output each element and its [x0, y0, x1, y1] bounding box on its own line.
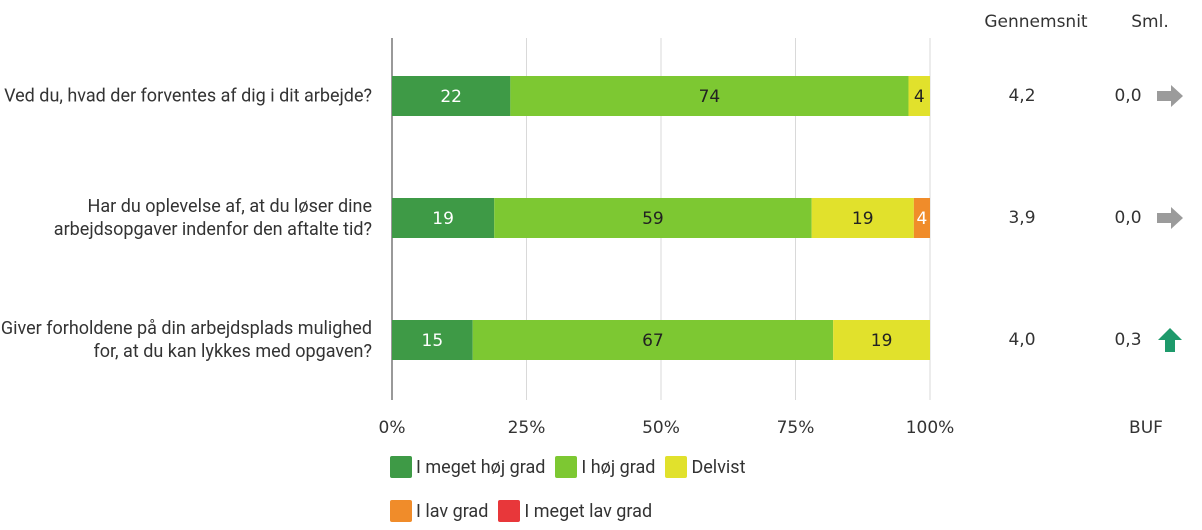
- category-label: Ved du, hvad der forventes af dig i dit …: [4, 85, 372, 107]
- legend-item: I lav grad: [390, 496, 488, 526]
- legend-label: I meget høj grad: [416, 456, 546, 478]
- bar-segment: [392, 320, 473, 360]
- comparison-value: 0,0: [1114, 86, 1141, 106]
- legend-swatch: [390, 456, 412, 478]
- trend-arrow: [1157, 207, 1183, 229]
- data-label: 59: [642, 209, 664, 229]
- data-label: 74: [699, 87, 721, 107]
- column-footer: BUF: [1129, 418, 1163, 438]
- data-label: 4: [914, 87, 925, 107]
- legend-label: I meget lav grad: [524, 500, 653, 522]
- legend-label: I høj grad: [581, 456, 656, 478]
- data-label: 19: [432, 209, 454, 229]
- legend: I meget høj grad I høj grad Delvist I lav g…: [390, 452, 880, 526]
- category-label: Giver forholdene på din arbejdsplads mul…: [0, 318, 372, 362]
- bar-segment: [913, 198, 930, 238]
- trend-arrow: [1157, 85, 1183, 107]
- bar-segment: [811, 198, 914, 238]
- bar-segment: [392, 76, 511, 116]
- bar-segment: [392, 198, 495, 238]
- data-label: 15: [422, 331, 444, 351]
- comparison-value: 0,0: [1114, 208, 1141, 228]
- column-header: Sml.: [1131, 12, 1168, 32]
- average-value: 4,0: [1008, 330, 1035, 350]
- x-tick-label: 25%: [508, 418, 546, 438]
- legend-item: Delvist: [665, 452, 745, 482]
- legend-label: Delvist: [691, 456, 746, 478]
- x-tick-label: 75%: [777, 418, 815, 438]
- data-label: 19: [852, 209, 874, 229]
- data-label: 19: [871, 331, 893, 351]
- trend-arrow: [1158, 328, 1182, 352]
- data-label: 22: [440, 87, 462, 107]
- x-tick-label: 0%: [379, 418, 406, 438]
- legend-item: I meget lav grad: [498, 496, 652, 526]
- legend-label: I lav grad: [416, 500, 489, 522]
- legend-swatch: [555, 456, 578, 478]
- bar-segment: [472, 320, 834, 360]
- category-label: Har du oplevelse af, at du løser dine ar…: [53, 196, 372, 240]
- bar-segment: [510, 76, 909, 116]
- legend-swatch: [390, 500, 412, 522]
- average-value: 4,2: [1008, 86, 1035, 106]
- data-label: 4: [917, 209, 928, 229]
- comparison-value: 0,3: [1114, 330, 1141, 350]
- bar-segment: [494, 198, 812, 238]
- legend-item: I meget høj grad: [390, 452, 545, 482]
- column-header: Gennemsnit: [984, 12, 1088, 32]
- legend-item: I høj grad: [555, 452, 655, 482]
- data-label: 67: [642, 331, 664, 351]
- x-tick-label: 100%: [906, 418, 955, 438]
- average-value: 3,9: [1008, 208, 1035, 228]
- bar-segment: [908, 76, 930, 116]
- legend-swatch: [498, 500, 521, 522]
- bar-segment: [833, 320, 930, 360]
- legend-swatch: [665, 456, 688, 478]
- x-tick-label: 50%: [642, 418, 680, 438]
